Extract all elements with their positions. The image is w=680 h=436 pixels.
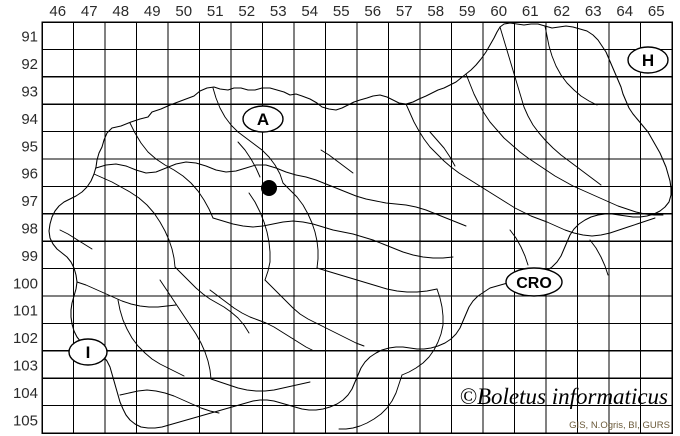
axis-tick-easting: 50 — [175, 3, 192, 20]
axis-tick-easting: 52 — [238, 3, 255, 20]
region-boundary-ne-3 — [499, 26, 602, 186]
axis-tick-northing: 102 — [13, 330, 38, 347]
axis-tick-northing: 104 — [13, 385, 38, 402]
country-badge-outline — [242, 105, 284, 133]
axis-tick-northing: 100 — [13, 275, 38, 292]
axis-tick-northing: 96 — [21, 166, 38, 183]
axis-tick-easting: 58 — [427, 3, 444, 20]
region-boundary-ne-2 — [465, 73, 664, 216]
axis-tick-easting: 55 — [333, 3, 350, 20]
region-boundary-nw-3 — [212, 87, 284, 184]
occurrence-records — [261, 180, 277, 196]
axis-tick-northing: 103 — [13, 358, 38, 375]
axis-tick-easting: 64 — [616, 3, 633, 20]
axis-tick-northing: 94 — [21, 111, 38, 128]
axis-tick-easting: 51 — [207, 3, 224, 20]
region-boundary-ne-1 — [405, 103, 548, 223]
region-boundary-sw-2 — [174, 266, 250, 334]
region-boundary-se-1 — [401, 288, 444, 376]
axis-tick-easting: 62 — [553, 3, 570, 20]
axis-tick-easting: 49 — [144, 3, 161, 20]
axis-tick-northing: 92 — [21, 56, 38, 73]
axis-tick-northing: 105 — [13, 412, 38, 429]
axis-tick-easting: 65 — [648, 3, 665, 20]
axis-tick-easting: 57 — [396, 3, 413, 20]
region-boundary-sava-1 — [316, 267, 438, 293]
axis-tick-northing: 97 — [21, 193, 38, 210]
axis-tick-northing: 93 — [21, 84, 38, 101]
country-badge-outline — [627, 46, 669, 74]
grid-frame — [41, 21, 673, 434]
region-boundary-sava-3 — [295, 174, 467, 227]
axis-tick-northing: 99 — [21, 248, 38, 265]
slovenia-national-border — [48, 22, 672, 429]
boundary-fragment-6 — [59, 229, 93, 250]
region-boundary-prekmurje — [544, 25, 598, 106]
country-code-text: I — [86, 343, 91, 362]
axis-tick-easting: 46 — [49, 3, 66, 20]
region-boundary-sw-3 — [76, 281, 177, 308]
axis-tick-easting: 54 — [301, 3, 318, 20]
country-code-text: H — [642, 51, 654, 70]
country-code-text: CRO — [516, 275, 552, 292]
map-geometry — [48, 22, 672, 430]
copyright-label: ©Boletus informaticus — [460, 384, 669, 409]
utm-easting-axis: 46 47 48 49 50 51 52 53 54 55 56 57 58 59 60 61 62 63 64 65 — [49, 3, 664, 20]
country-labels: A H CRO I — [68, 46, 669, 366]
data-source-credit: GIS, N.Ogris, BI, GURS — [569, 420, 670, 431]
italy-label: I — [68, 338, 108, 366]
axis-tick-easting: 47 — [81, 3, 98, 20]
country-code-text: A — [257, 110, 269, 129]
hungary-label: H — [627, 46, 669, 74]
utm-grid — [41, 21, 673, 434]
region-boundary-sava-2 — [342, 231, 454, 259]
region-boundary-central-3 — [248, 192, 271, 281]
region-boundary-nw-2 — [129, 122, 214, 219]
region-boundary-central-2 — [282, 182, 319, 269]
country-badge-outline — [505, 267, 563, 297]
axis-tick-easting: 60 — [490, 3, 507, 20]
utm-northing-axis: 91 92 93 94 95 96 97 98 99 100 101 102 103 104 105 — [13, 29, 38, 430]
axis-tick-easting: 63 — [585, 3, 602, 20]
austria-label: A — [242, 105, 284, 133]
axis-tick-easting: 48 — [112, 3, 129, 20]
region-boundary-ne-4 — [546, 217, 656, 237]
axis-tick-northing: 95 — [21, 138, 38, 155]
region-boundary-se-3 — [264, 279, 365, 347]
boundary-fragment-2 — [320, 149, 354, 174]
axis-tick-easting: 53 — [270, 3, 287, 20]
axis-tick-northing: 101 — [13, 303, 38, 320]
occurrence-dot — [261, 180, 277, 196]
axis-tick-easting: 61 — [522, 3, 539, 20]
region-boundary-central-1 — [212, 217, 344, 233]
croatia-label: CRO — [505, 267, 563, 297]
axis-tick-easting: 59 — [459, 3, 476, 20]
region-boundary-sw-1 — [93, 173, 176, 268]
region-boundary-se-2 — [338, 374, 403, 430]
region-boundary-sw-4 — [117, 299, 185, 377]
axis-tick-northing: 98 — [21, 221, 38, 238]
country-badge-outline — [68, 338, 108, 366]
axis-tick-easting: 56 — [364, 3, 381, 20]
axis-tick-northing: 91 — [21, 29, 38, 46]
